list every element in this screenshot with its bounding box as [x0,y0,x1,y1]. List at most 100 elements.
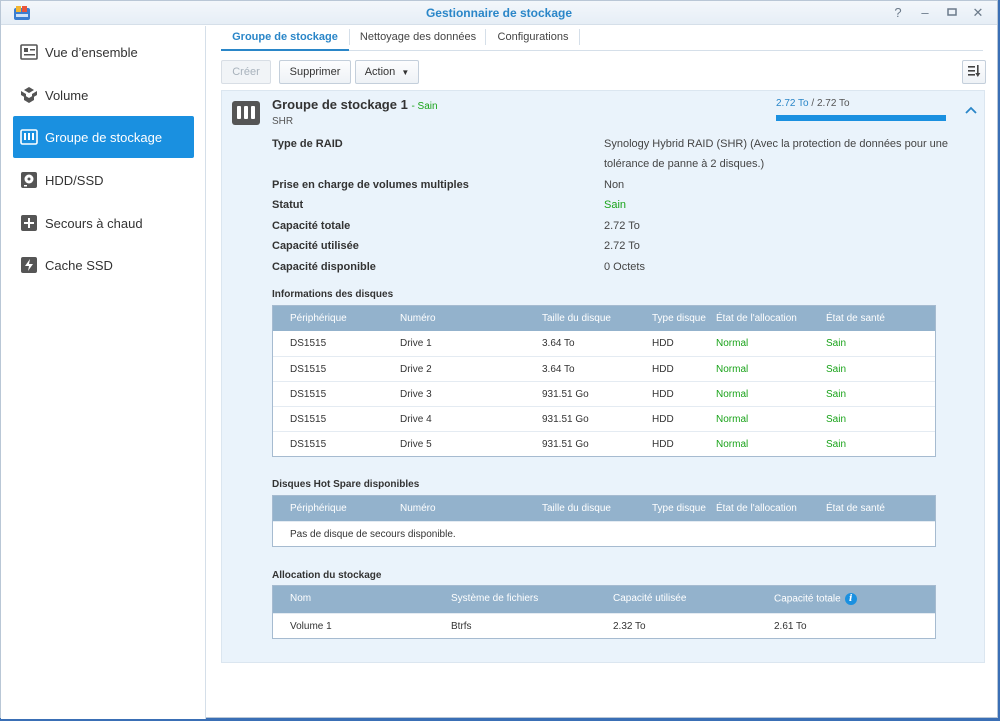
chevron-up-icon[interactable] [964,103,978,117]
sidebar-item-label: Cache SSD [45,257,113,273]
tab-storage-pool[interactable]: Groupe de stockage [221,26,349,51]
sidebar-item-label: Volume [45,87,89,103]
column-header[interactable]: Périphérique [290,313,347,324]
caret-down-icon: ▼ [401,68,410,77]
sidebar-item-overview[interactable]: Vue d’ensemble [13,31,194,73]
column-header[interactable]: État de santé [826,313,885,324]
column-header[interactable]: Taille du disque [542,503,611,514]
action-button[interactable]: Action ▼ [355,60,419,84]
create-button[interactable]: Créer [221,60,271,84]
storage-manager-app-icon [14,6,30,20]
column-header[interactable]: Type disque [652,313,706,324]
prop-label-used-capacity: Capacité utilisée [272,240,359,252]
health-status: Sain [826,389,847,400]
sidebar-item-hdd-ssd[interactable]: HDD/SSD [13,159,194,201]
sidebar-item-hot-spare[interactable]: Secours à chaud [13,202,194,244]
allocation-status: Normal [716,389,749,400]
tab-configurations[interactable]: Configurations [497,31,569,43]
hot-spare-icon [20,214,38,232]
prop-value-multi-volume: Non [604,179,625,191]
tab-separator [579,29,580,45]
disk-info-title: Informations des disques [272,289,394,300]
capacity-bar [776,115,946,121]
capacity-readout: 2.72 To / 2.72 To [776,98,850,109]
main-content: Groupe de stockage Nettoyage des données… [207,26,997,717]
pool-name: Groupe de stockage 1 [272,97,408,112]
volume-icon [20,86,38,104]
minimize-icon[interactable]: – [921,5,929,20]
close-icon[interactable]: ✕ [972,5,984,20]
sort-icon [968,65,981,77]
column-header[interactable]: Nom [290,593,312,604]
maximize-icon[interactable] [943,4,961,22]
allocation-status: Normal [716,338,749,349]
table-header: Périphérique Numéro Taille du disque Typ… [273,496,935,521]
sidebar-item-label: HDD/SSD [45,172,104,188]
disk-icon [20,171,38,189]
capacity-used: 2.72 To [776,98,809,109]
column-header[interactable]: Capacité totale i [774,593,857,605]
health-status: Sain [826,414,847,425]
sort-button[interactable] [962,60,986,84]
column-header[interactable]: État de l'allocation [716,313,797,324]
volume-used-capacity: 2.32 To [613,621,646,632]
prop-label-available-capacity: Capacité disponible [272,261,376,273]
drive-number: Drive 4 [400,414,432,425]
disk-size: 931.51 Go [542,389,589,400]
disk-rows: DS1515 Drive 1 3.64 To HDD Normal Sain DS1515 D… [273,331,935,456]
column-header-label: Capacité totale [774,593,841,605]
sidebar-item-ssd-cache[interactable]: Cache SSD [13,244,194,286]
column-header[interactable]: Périphérique [290,503,347,514]
table-row[interactable]: Volume 1 Btrfs 2.32 To 2.61 To [273,613,935,638]
storage-pool-icon [232,101,260,125]
prop-label-multi-volume: Prise en charge de volumes multiples [272,179,469,191]
disk-size: 931.51 Go [542,439,589,450]
prop-value-raid-type: Synology Hybrid RAID (SHR) (Avec la prot… [604,138,949,150]
prop-value-available-capacity: 0 Octets [604,261,645,273]
delete-button[interactable]: Supprimer [279,60,351,84]
drive-number: Drive 3 [400,389,432,400]
empty-message: Pas de disque de secours disponible. [290,529,456,540]
sidebar: Vue d’ensemble Volume Groupe de stockage… [1,26,206,719]
disk-size: 3.64 To [542,338,575,349]
column-header[interactable]: Numéro [400,503,436,514]
column-header[interactable]: État de santé [826,503,885,514]
info-icon[interactable]: i [844,593,857,605]
health-status: Sain [826,338,847,349]
drive-number: Drive 2 [400,364,432,375]
health-status: Sain [826,439,847,450]
column-header[interactable]: Système de fichiers [451,593,539,604]
help-icon[interactable]: ? [894,5,902,20]
capacity-bar-fill [776,115,946,121]
device: DS1515 [290,414,327,425]
table-row[interactable]: DS1515 Drive 1 3.64 To HDD Normal Sain [273,331,935,356]
column-header[interactable]: Taille du disque [542,313,611,324]
volume-name: Volume 1 [290,621,332,632]
storage-pool-icon [20,128,38,146]
sidebar-item-volume[interactable]: Volume [13,74,194,116]
column-header[interactable]: État de l'allocation [716,503,797,514]
tab-data-scrubbing[interactable]: Nettoyage des données [359,31,477,43]
pool-raid-short: SHR [272,116,294,127]
table-row[interactable]: DS1515 Drive 2 3.64 To HDD Normal Sain [273,356,935,381]
tab-separator [485,29,486,45]
disk-type: HDD [652,414,674,425]
sidebar-item-storage-pool[interactable]: Groupe de stockage [13,116,194,158]
prop-value-total-capacity: 2.72 To [604,220,640,232]
title-bar: Gestionnaire de stockage ? – ✕ [1,1,997,25]
column-header[interactable]: Numéro [400,313,436,324]
allocation-status: Normal [716,414,749,425]
capacity-total: 2.72 To [816,98,850,109]
table-row[interactable]: DS1515 Drive 3 931.51 Go HDD Normal Sain [273,381,935,406]
device: DS1515 [290,338,327,349]
column-header[interactable]: Capacité utilisée [613,593,687,604]
table-row[interactable]: DS1515 Drive 5 931.51 Go HDD Normal Sain [273,431,935,456]
table-row[interactable]: DS1515 Drive 4 931.51 Go HDD Normal Sain [273,406,935,431]
prop-label-total-capacity: Capacité totale [272,220,351,232]
hot-spare-title: Disques Hot Spare disponibles [272,479,420,490]
column-header[interactable]: Type disque [652,503,706,514]
action-label: Action [364,66,396,78]
storage-pool-panel: Groupe de stockage 1 - Sain SHR 2.72 To … [221,90,985,663]
prop-label-raid-type: Type de RAID [272,138,343,150]
